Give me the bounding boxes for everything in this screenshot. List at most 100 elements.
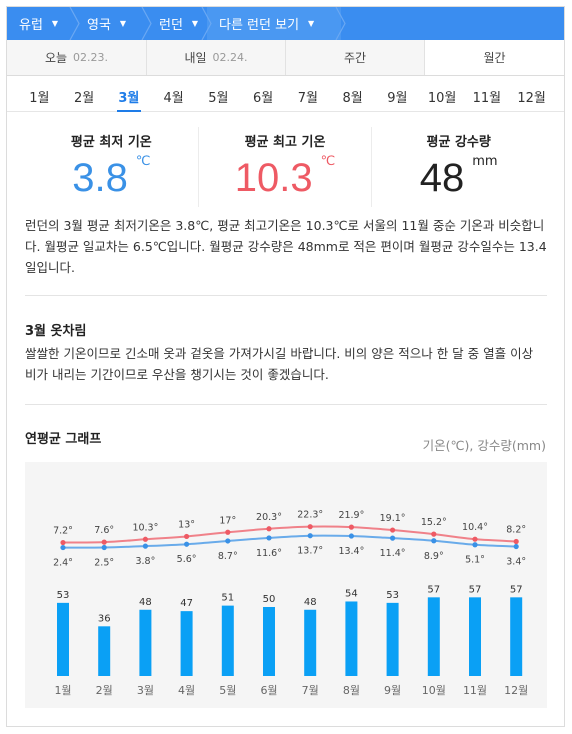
avg-high-unit: ℃ [320,154,336,169]
rain-value-label-8: 54 [345,588,358,599]
rain-value-label-2: 36 [98,613,111,624]
low-temp-point-12 [513,543,519,550]
avg-high-temp: 평균 최고 기온 10.3 ℃ [197,127,372,207]
x-tick-label-3: 3월 [137,684,154,697]
avg-low-unit: ℃ [135,154,151,169]
x-tick-label-8: 8월 [343,684,360,697]
x-tick-label-4: 4월 [178,684,195,697]
breadcrumb-city[interactable]: 런던 ▼ [147,7,212,40]
tab-month-12[interactable]: 12월 [517,90,546,106]
chevron-separator-icon [69,7,80,40]
tab-month-3[interactable]: 3월 [109,80,149,112]
tab-tomorrow[interactable]: 내일 02.24. [147,40,286,75]
low-temp-point-8 [348,533,354,539]
graph-title: 연평균 그래프 [25,432,102,447]
caret-down-icon: ▼ [191,19,199,28]
tab-monthly[interactable]: 월간 [425,40,564,75]
tab-today[interactable]: 오늘 02.23. [7,40,147,75]
low-temp-label-5: 8.7° [218,551,238,562]
high-temp-point-9 [390,527,396,533]
high-temp-point-6 [266,526,272,532]
high-temp-point-12 [513,538,519,545]
tab-weekly[interactable]: 주간 [286,40,425,75]
tab-today-date: 02.23. [73,51,109,64]
rain-bar-11 [469,597,481,676]
low-temp-point-7 [307,533,313,539]
rain-bar-5 [221,605,234,676]
high-temp-point-1 [60,539,66,546]
low-temp-label-7: 13.7° [297,546,323,557]
high-temp-label-8: 21.9° [338,510,364,521]
clothing-title: 3월 옷차림 [25,324,87,339]
low-temp-point-1 [60,544,66,551]
high-temp-label-7: 22.3° [297,510,323,521]
tab-tomorrow-date: 02.24. [212,51,248,64]
rain-bar-4 [180,611,193,676]
tab-month-6[interactable]: 6월 [253,90,274,106]
breadcrumb-city-label: 런던 [159,18,183,33]
x-tick-label-11: 11월 [463,684,487,697]
rain-bar-1 [57,602,69,676]
high-temp-label-1: 7.2° [53,526,73,537]
avg-low-title: 평균 최저 기온 [70,135,152,150]
period-tabs: 오늘 02.23. 내일 02.24. 주간 월간 [7,40,564,76]
high-temp-point-10 [431,531,437,537]
tab-month-10[interactable]: 10월 [427,90,457,106]
avg-high-value: 10.3 [234,156,313,200]
high-temp-point-3 [142,536,148,542]
avg-rain-unit: mm [472,154,498,169]
high-temp-point-5 [225,529,231,535]
high-temp-label-9: 19.1° [380,513,406,524]
avg-low-value: 3.8 [72,156,128,200]
high-temp-point-7 [307,524,313,530]
high-temp-label-3: 10.3° [132,522,158,533]
tab-today-label: 오늘 [44,51,68,65]
low-temp-point-11 [472,542,478,548]
breadcrumb-country[interactable]: 영국 ▼ [75,7,152,40]
breadcrumb: 유럽 ▼ 영국 ▼ 런던 ▼ 다른 런던 보기 ▼ [7,7,564,40]
low-temp-line [62,534,517,549]
high-temp-line [62,525,517,544]
high-temp-label-4: 13° [178,519,195,530]
low-temp-label-11: 5.1° [465,555,485,566]
x-tick-label-6: 6월 [260,684,277,697]
rain-value-label-9: 53 [386,590,399,601]
tab-month-4[interactable]: 4월 [163,90,184,106]
low-temp-label-2: 2.5° [94,557,114,568]
high-temp-label-5: 17° [219,515,236,526]
rain-value-label-3: 48 [139,597,152,608]
tab-month-7[interactable]: 7월 [297,90,318,106]
low-temp-label-6: 11.6° [256,548,282,559]
rain-bar-7 [304,609,317,676]
breadcrumb-region-label: 유럽 [19,18,43,33]
clothing-text: 쌀쌀한 기온이므로 긴소매 옷과 겉옷을 가져가시길 바랍니다. 비의 양은 적… [25,346,534,382]
caret-down-icon: ▼ [119,19,127,28]
x-tick-label-7: 7월 [302,684,319,697]
tab-month-2[interactable]: 2월 [74,90,95,106]
low-temp-label-4: 5.6° [177,554,197,565]
tab-month-5[interactable]: 5월 [208,90,229,106]
low-temp-label-9: 11.4° [380,548,406,559]
rain-value-label-4: 47 [180,598,193,609]
rain-bar-6 [263,607,275,676]
tab-month-1[interactable]: 1월 [29,90,50,106]
chevron-separator-icon [141,7,152,40]
tab-weekly-label: 주간 [343,51,367,65]
avg-rain-value: 48 [419,156,465,200]
chevron-separator-icon [201,7,212,40]
tab-month-11[interactable]: 11월 [472,90,502,106]
tab-month-9[interactable]: 9월 [387,90,408,106]
low-temp-label-1: 2.4° [53,558,73,569]
high-temp-label-12: 8.2° [506,524,526,535]
rain-bar-2 [98,626,111,676]
rain-value-label-12: 57 [510,584,523,595]
breadcrumb-region[interactable]: 유럽 ▼ [7,7,80,40]
tab-month-8[interactable]: 8월 [342,90,363,106]
x-tick-label-2: 2월 [96,684,113,697]
rain-value-label-7: 48 [304,597,317,608]
annual-chart: 7.2° 7.6° 10.3° 13° 17° 20.3° 22.3° 21.9° 19.1° 1… [25,462,547,708]
chevron-separator-icon [335,7,346,40]
rain-bar-8 [345,601,358,676]
rain-bar-12 [510,597,523,676]
breadcrumb-other-city[interactable]: 다른 런던 보기 ▼ [207,7,346,40]
